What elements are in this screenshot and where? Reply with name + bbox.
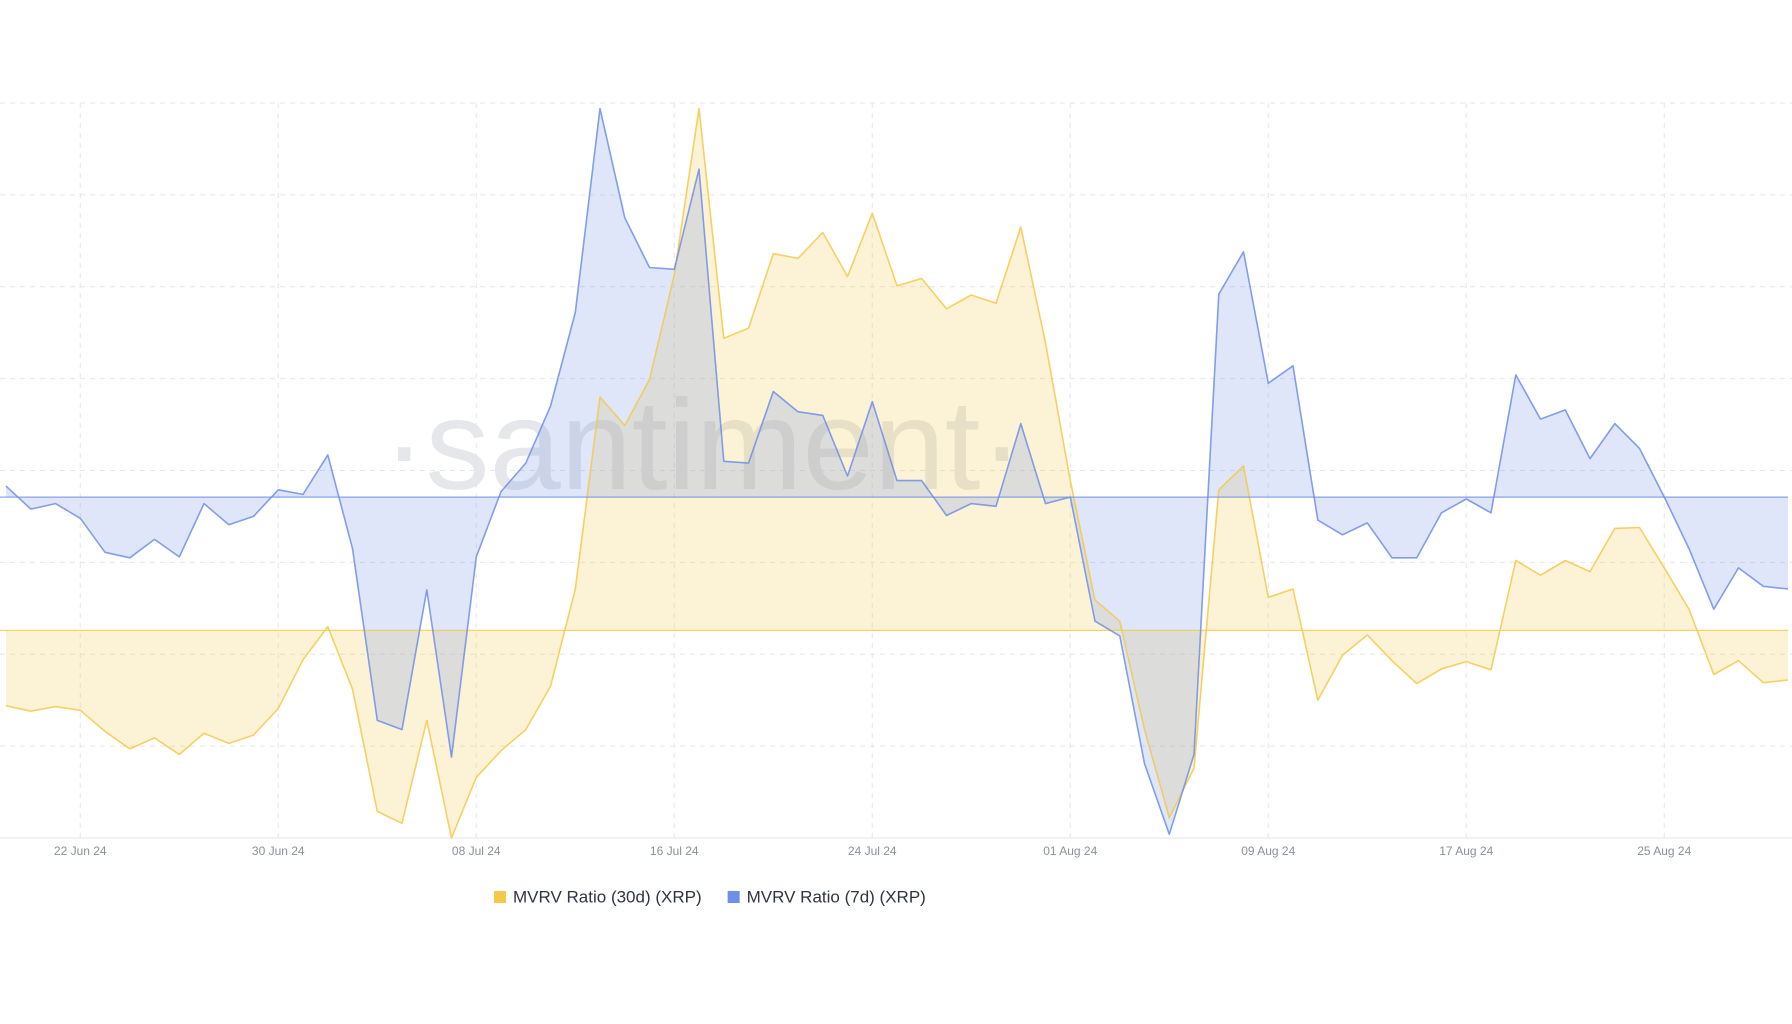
legend-swatch [494,891,506,903]
area [6,108,1788,835]
legend-swatch [727,891,740,903]
area [6,108,1788,838]
x-tick-label: 08 Jul 24 [452,844,501,858]
x-tick-label: 22 Jun 24 [54,844,107,858]
legend-label: MVRV Ratio (7d) (XRP) [747,887,926,906]
line [5,107,1789,839]
watermark: ·santiment· [383,374,1023,517]
x-tick-label: 16 Jul 24 [650,844,699,858]
x-tick-label: 01 Aug 24 [1043,844,1097,858]
x-tick-label: 09 Aug 24 [1241,844,1295,858]
x-tick-label: 17 Aug 24 [1439,844,1493,858]
x-tick-label: 30 Jun 24 [252,844,305,858]
legend-label: MVRV Ratio (30d) (XRP) [513,887,702,906]
x-tick-label: 25 Aug 24 [1637,844,1691,858]
x-tick-label: 24 Jul 24 [848,844,897,858]
line [5,107,1789,836]
